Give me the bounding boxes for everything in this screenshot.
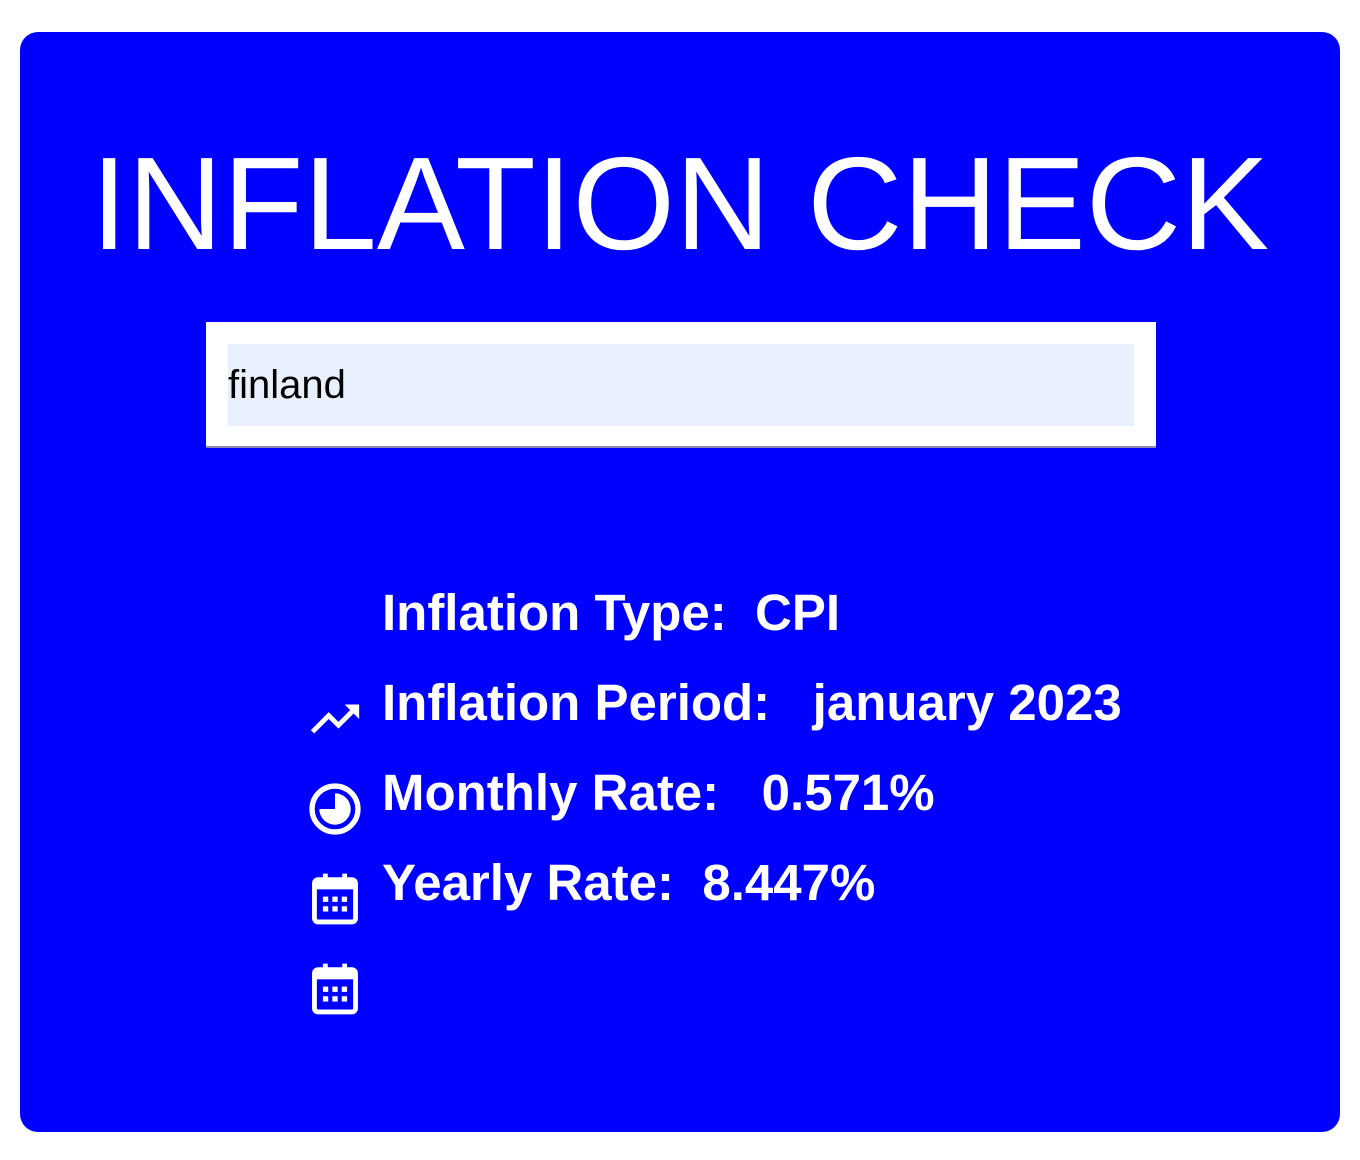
app-title: INFLATION CHECK — [90, 130, 1270, 277]
inflation-period-value: january 2023 — [812, 674, 1122, 731]
country-search-input[interactable] — [228, 344, 1134, 426]
trending-up-icon — [306, 572, 364, 734]
inflation-info-list: Inflation Type: CPI Inflation Period: ja… — [306, 572, 1122, 1015]
monthly-rate-row: Monthly Rate: 0.571% — [306, 752, 1122, 925]
inflation-type-label: Inflation Type: — [382, 584, 727, 641]
calendar-icon — [306, 752, 364, 925]
yearly-rate-value: 8.447% — [702, 854, 876, 911]
yearly-rate-row: Yearly Rate: 8.447% — [306, 842, 1122, 1015]
pie-chart-icon — [306, 662, 364, 835]
monthly-rate-value: 0.571% — [761, 764, 935, 821]
monthly-rate-label: Monthly Rate: — [382, 764, 720, 821]
calendar-icon — [306, 842, 364, 1015]
inflation-period-row: Inflation Period: january 2023 — [306, 662, 1122, 835]
inflation-period-label: Inflation Period: — [382, 674, 771, 731]
yearly-rate-label: Yearly Rate: — [382, 854, 675, 911]
main-card: INFLATION CHECK Inflation Type: CPI Infl… — [20, 32, 1340, 1132]
search-container — [206, 322, 1156, 448]
inflation-type-value: CPI — [755, 584, 841, 641]
inflation-type-row: Inflation Type: CPI — [306, 572, 1122, 734]
